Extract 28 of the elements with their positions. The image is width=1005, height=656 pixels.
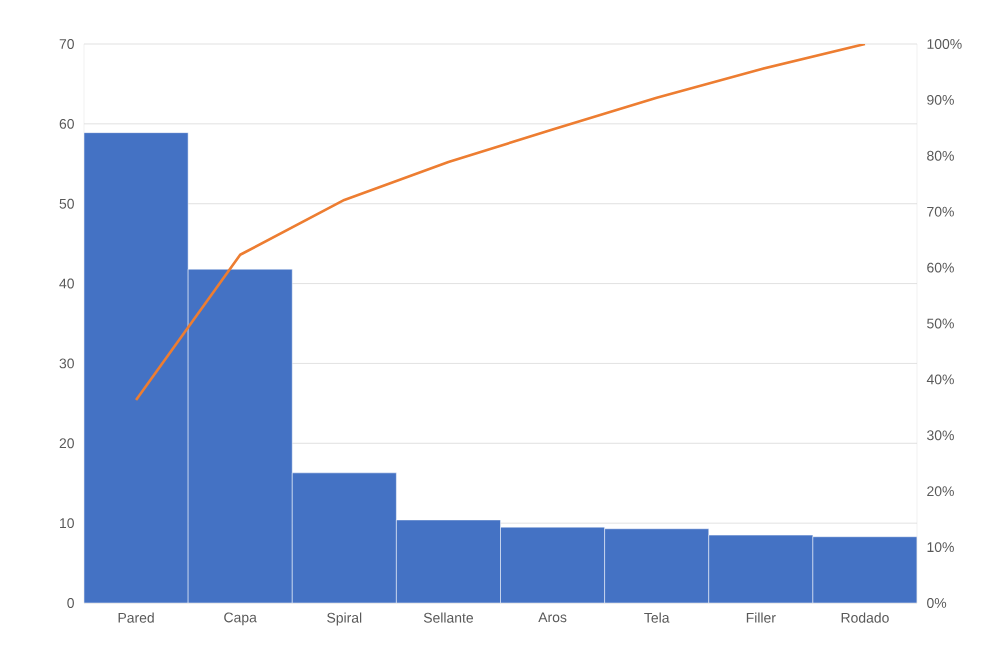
x-tick-label: Aros — [538, 612, 567, 623]
y-tick-label: 30 — [59, 358, 74, 369]
y-tick-label: 0 — [67, 598, 74, 608]
y2-tick-label: 70% — [927, 206, 954, 217]
y-tick-label: 20 — [59, 438, 74, 449]
x-tick-label: Sellante — [423, 612, 474, 623]
y2-tick-label: 50% — [927, 318, 954, 329]
x-tick-label: Tela — [644, 612, 670, 623]
y2-tick-label: 30% — [927, 430, 954, 441]
y2-tick-label: 40% — [926, 374, 954, 385]
y2-tick-label: 10% — [927, 542, 954, 553]
y-tick-label: 60 — [59, 118, 74, 129]
y-tick-label: 50 — [59, 198, 74, 209]
y2-tick-label: 90% — [927, 94, 954, 105]
y2-tick-label: 20% — [927, 486, 954, 497]
x-tick-label: Capa — [224, 612, 257, 626]
y2-tick-label: 0% — [927, 598, 947, 608]
y2-tick-label: 80% — [927, 150, 954, 161]
y-tick-label: 40 — [59, 278, 74, 289]
x-tick-label: Pared — [118, 612, 154, 623]
y-tick-label: 70 — [59, 39, 74, 49]
y2-tick-label: 60% — [927, 262, 954, 273]
y2-tick-label: 100% — [927, 39, 962, 49]
y-tick-label: 10 — [60, 518, 74, 529]
x-tick-label: Filler — [746, 612, 776, 623]
x-tick-label: Spiral — [327, 612, 362, 626]
x-tick-label: Rodado — [841, 612, 889, 623]
line-series — [134, 43, 867, 402]
